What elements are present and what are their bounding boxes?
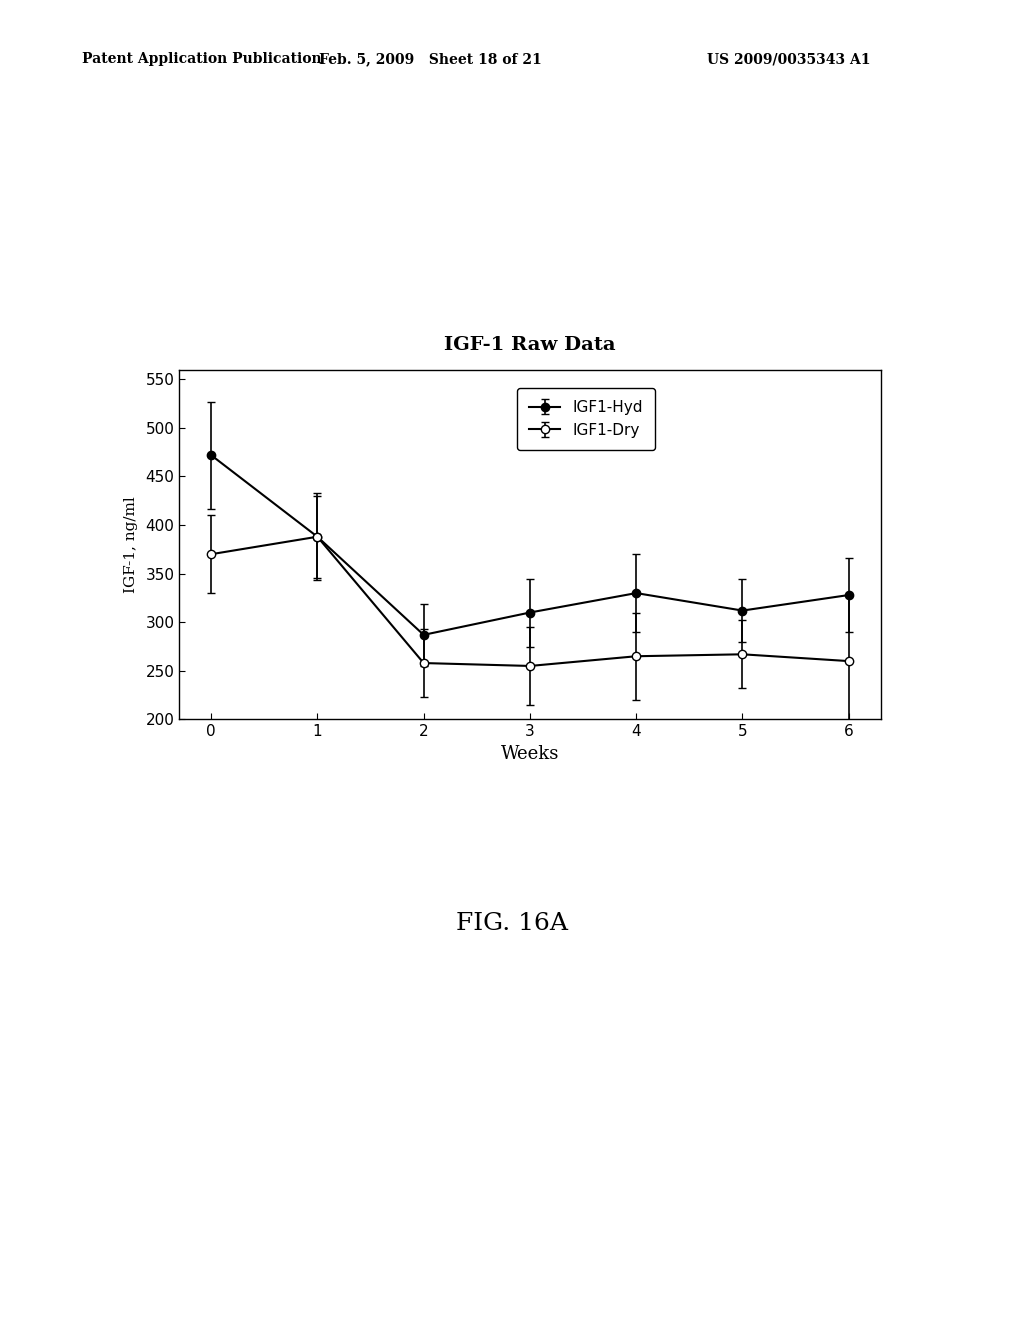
X-axis label: Weeks: Weeks [501,744,559,763]
Text: Patent Application Publication: Patent Application Publication [82,53,322,66]
Title: IGF-1 Raw Data: IGF-1 Raw Data [444,337,615,354]
Legend: IGF1-Hyd, IGF1-Dry: IGF1-Hyd, IGF1-Dry [517,388,655,450]
Y-axis label: IGF-1, ng/ml: IGF-1, ng/ml [124,496,138,593]
Text: US 2009/0035343 A1: US 2009/0035343 A1 [707,53,870,66]
Text: FIG. 16A: FIG. 16A [456,912,568,936]
Text: Feb. 5, 2009   Sheet 18 of 21: Feb. 5, 2009 Sheet 18 of 21 [318,53,542,66]
